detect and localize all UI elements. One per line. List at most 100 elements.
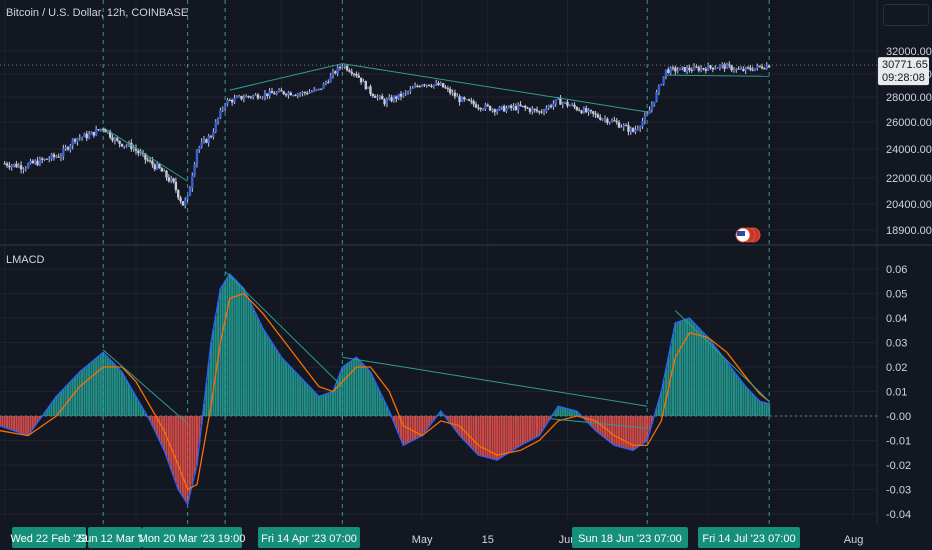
candle-body	[690, 69, 693, 71]
candle-body	[514, 106, 518, 111]
histogram-bar	[24, 416, 27, 435]
candle-body	[509, 105, 513, 108]
histogram-bar	[634, 416, 637, 449]
candle-body	[216, 117, 220, 122]
candle-body	[500, 106, 504, 108]
candle-body	[230, 100, 234, 103]
candle-body	[85, 133, 88, 139]
candle-body	[463, 97, 466, 100]
candle-body	[5, 163, 9, 166]
candle-body	[660, 84, 663, 86]
macd-histogram	[0, 273, 877, 505]
histogram-bar	[1, 416, 4, 427]
price-axis[interactable]: 32000.0030000.0028000.0026000.0024000.00…	[886, 46, 932, 237]
candle-body	[556, 97, 560, 100]
histogram-bar	[477, 416, 480, 456]
histogram-bar	[707, 337, 710, 416]
candle-body	[479, 108, 482, 110]
candle-body	[66, 147, 70, 150]
histogram-bar	[369, 371, 372, 416]
candle-body	[749, 67, 752, 70]
histogram-bar	[139, 404, 142, 416]
histogram-bar	[505, 416, 508, 455]
candle-body	[737, 68, 740, 70]
candle-body	[287, 92, 290, 96]
date-tag-label: Fri 14 Jul '23 07:00	[702, 533, 795, 545]
histogram-bar	[95, 358, 98, 416]
time-axis-label: Aug	[844, 534, 864, 546]
candle-body	[277, 90, 281, 93]
candle-body	[568, 105, 572, 107]
candle-body	[704, 69, 708, 71]
histogram-bar	[207, 362, 210, 416]
histogram-bar	[320, 395, 323, 416]
histogram-bar	[439, 411, 442, 416]
date-tag-label: Fri 14 Apr '23 07:00	[261, 533, 357, 545]
histogram-bar	[193, 416, 196, 475]
histogram-bar	[493, 416, 496, 460]
candle-body	[343, 65, 346, 67]
us-flag-icon[interactable]	[735, 227, 761, 243]
histogram-bar	[285, 362, 288, 416]
candle-body	[535, 109, 539, 112]
macd-axis[interactable]: 0.06 0.05 0.04 0.03 0.02 0.01 -0.00 -0.01 -0.02 -…	[886, 264, 911, 521]
candle-body	[310, 91, 314, 93]
candle-body	[134, 148, 138, 151]
histogram-bar	[615, 416, 618, 447]
histogram-bar	[514, 416, 517, 449]
candle-body	[69, 145, 72, 150]
histogram-bar	[620, 416, 623, 448]
candle-body	[125, 145, 128, 147]
candle-body	[15, 163, 18, 168]
candle-body	[545, 108, 548, 112]
candle-body	[629, 128, 632, 132]
histogram-bar	[90, 362, 93, 416]
candle-body	[263, 93, 267, 98]
macd-tick-label: -0.00	[886, 411, 911, 423]
candle-body	[441, 83, 445, 88]
candle-body	[617, 122, 621, 128]
candle-body	[200, 141, 203, 147]
histogram-bar	[758, 401, 761, 416]
histogram-bar	[388, 411, 391, 416]
candle-body	[491, 109, 494, 111]
histogram-bar	[552, 413, 555, 416]
candle-body	[606, 118, 609, 123]
date-tag	[572, 527, 688, 548]
chart-settings-button[interactable]	[883, 4, 929, 26]
histogram-bar	[6, 416, 9, 429]
histogram-bar	[517, 416, 520, 447]
date-tag	[142, 527, 242, 548]
histogram-bar	[62, 389, 65, 416]
candle-body	[434, 82, 438, 85]
histogram-bar	[292, 369, 295, 416]
candle-body	[697, 67, 700, 71]
histogram-bar	[113, 364, 116, 416]
date-tag-label: Sun 18 Jun '23 07:00	[578, 533, 682, 545]
candle-body	[36, 160, 39, 166]
histogram-bar	[102, 352, 105, 416]
histogram-bar	[104, 354, 107, 416]
histogram-bar	[723, 359, 726, 416]
candle-body	[460, 97, 464, 103]
histogram-bar	[756, 398, 759, 416]
histogram-bar	[374, 381, 377, 416]
macd-trendline	[674, 310, 770, 402]
candle-body	[735, 68, 738, 71]
candle-body	[341, 66, 344, 68]
candle-body	[594, 113, 597, 115]
candle-body	[193, 164, 196, 176]
candle-body	[547, 105, 550, 109]
histogram-bar	[625, 416, 628, 449]
histogram-bar	[163, 416, 166, 451]
candle-body	[744, 67, 747, 71]
histogram-bar	[418, 416, 421, 437]
histogram-bar	[470, 416, 473, 448]
candle-body	[8, 165, 11, 168]
candle-body	[615, 121, 618, 123]
histogram-bar	[732, 371, 735, 416]
candle-body	[338, 67, 342, 69]
histogram-bar	[137, 400, 140, 416]
